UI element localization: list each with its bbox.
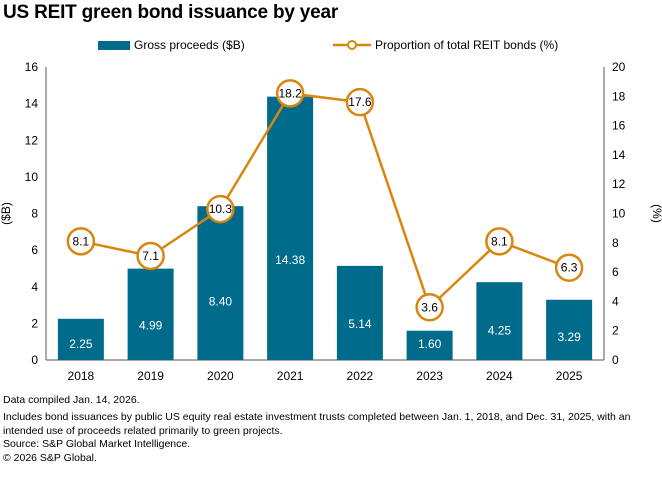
- line-point-2020: [206, 194, 235, 224]
- chart-plot: 0 2 4 6 8 10 12 14 16 0 2 4 6 8 10 12 14 16 18 20 ($B) (%) 2.2…: [0, 60, 662, 383]
- bar-label-2022: 5.14: [348, 317, 372, 331]
- note-includes: Includes bond issuances by public US equ…: [3, 411, 631, 437]
- footnotes: Data compiled Jan. 14, 2026. Includes bo…: [3, 394, 659, 465]
- y-left-tick-label: 4: [31, 280, 38, 294]
- legend: Gross proceeds ($B) Proportion of total …: [0, 38, 662, 54]
- x-tick-label: 2018: [68, 369, 95, 383]
- y-right-tick-label: 12: [612, 177, 626, 191]
- y-right-tick-label: 2: [612, 324, 619, 338]
- bar-label-2019: 4.99: [139, 318, 163, 332]
- y-right-axis-label: (%): [650, 204, 662, 223]
- y-right-tick-label: 14: [612, 148, 626, 162]
- line-point-label-2025: 6.3: [561, 261, 578, 275]
- line-point-2024: [485, 227, 514, 256]
- bar-label-2025: 3.29: [557, 330, 581, 344]
- bar-2019: [127, 268, 174, 360]
- y-left-tick-label: 2: [31, 316, 38, 330]
- x-tick-label: 2023: [416, 369, 443, 383]
- bar-2021: [267, 96, 314, 360]
- x-tick-label: 2019: [137, 369, 164, 383]
- bar-2018: [57, 318, 104, 360]
- bar-label-2021: 14.38: [275, 253, 305, 267]
- legend-swatch-line: [333, 40, 371, 50]
- y-right-tick-label: 4: [612, 294, 619, 308]
- line-point-2021: [275, 79, 305, 108]
- x-tick-label: 2025: [556, 369, 583, 383]
- y-right-tick-label: 0: [612, 353, 619, 367]
- x-tick-label: 2022: [347, 369, 374, 383]
- legend-label-gross-proceeds: Gross proceeds ($B): [134, 38, 245, 52]
- note-copyright: © 2026 S&P Global.: [3, 451, 97, 464]
- line-point-2022: [345, 87, 375, 117]
- y-left-tick-label: 16: [25, 60, 39, 74]
- note-source: Source: S&P Global Market Intelligence.: [3, 438, 191, 451]
- y-left-tick-label: 10: [25, 170, 39, 184]
- y-right-tick-label: 16: [612, 119, 626, 133]
- y-left-tick-label: 8: [31, 207, 38, 221]
- y-left-tick-label: 6: [31, 243, 38, 257]
- x-tick-label: 2021: [277, 369, 304, 383]
- legend-swatch-bar: [98, 40, 130, 50]
- bar-label-2024: 4.25: [488, 323, 512, 337]
- y-right-tick-label: 6: [612, 265, 619, 279]
- bar-2020: [197, 206, 244, 360]
- bar-2025: [546, 299, 593, 360]
- line-point-2018: [66, 227, 96, 256]
- bar-label-2020: 8.40: [209, 295, 233, 309]
- chart-title: US REIT green bond issuance by year: [3, 2, 339, 23]
- legend-item-proportion: Proportion of total REIT bonds (%): [333, 38, 558, 52]
- line-point-label-2019: 7.1: [142, 249, 159, 263]
- x-tick-label: 2024: [486, 369, 513, 383]
- legend-label-proportion: Proportion of total REIT bonds (%): [375, 38, 559, 52]
- y-left-tick-label: 14: [25, 97, 39, 111]
- bar-2023: [406, 330, 453, 360]
- line-point-2025: [554, 253, 584, 282]
- y-right-tick-label: 8: [612, 236, 619, 250]
- bar-2022: [336, 265, 383, 360]
- bar-2024: [476, 282, 523, 360]
- line-point-label-2022: 17.6: [348, 95, 372, 109]
- y-right-tick-label: 18: [612, 89, 626, 103]
- x-tick-label: 2020: [207, 369, 234, 383]
- y-left-tick-label: 0: [31, 353, 38, 367]
- line-point-2019: [136, 241, 165, 271]
- bar-label-2023: 1.60: [418, 337, 442, 351]
- legend-item-gross-proceeds: Gross proceeds ($B): [98, 38, 245, 52]
- y-left-axis-label: ($B): [0, 202, 13, 225]
- line-point-label-2023: 3.6: [421, 300, 438, 314]
- y-right-tick-label: 10: [612, 207, 626, 221]
- line-point-label-2020: 10.3: [209, 202, 233, 216]
- line-point-2023: [415, 293, 444, 322]
- y-right-tick-label: 20: [612, 60, 626, 74]
- note-compiled: Data compiled Jan. 14, 2026.: [3, 394, 140, 406]
- line-point-label-2024: 8.1: [491, 234, 508, 248]
- line-point-label-2018: 8.1: [73, 234, 90, 248]
- y-left-tick-label: 12: [25, 133, 39, 147]
- line-point-label-2021: 18.2: [278, 86, 302, 100]
- bar-label-2018: 2.25: [69, 337, 93, 351]
